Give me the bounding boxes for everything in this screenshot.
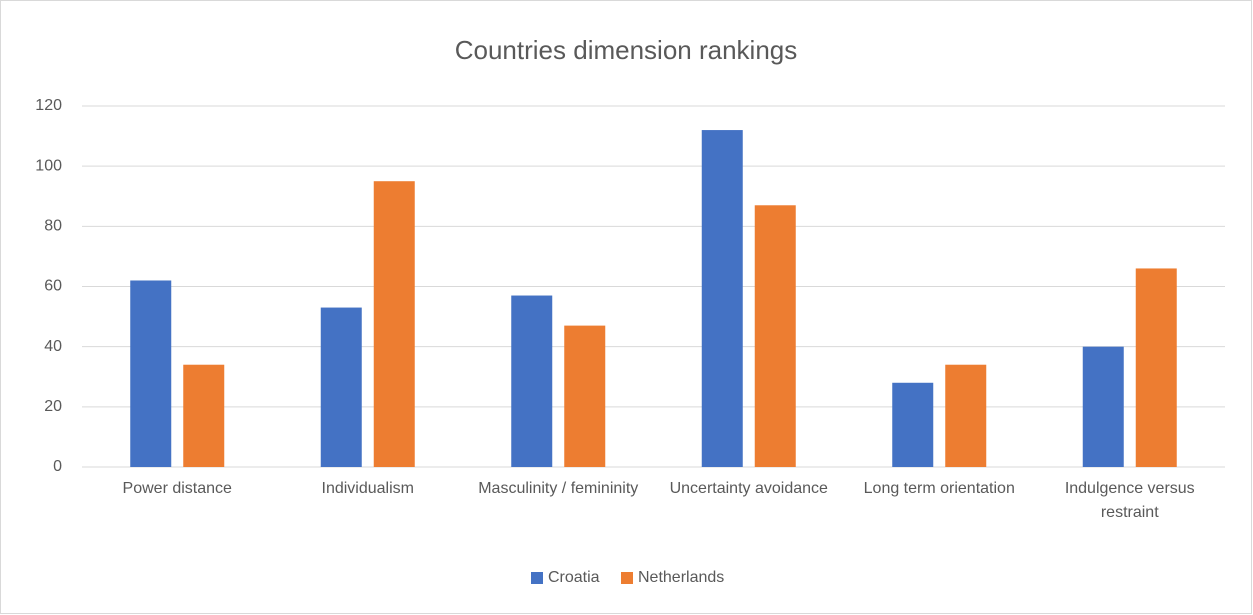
bar	[564, 325, 606, 467]
x-tick-label: Power distance	[122, 480, 232, 497]
bar	[373, 181, 415, 468]
legend-swatch	[531, 572, 543, 584]
y-tick-label: 0	[53, 458, 62, 475]
y-tick-label: 80	[44, 218, 62, 235]
bar	[892, 382, 934, 467]
y-tick-label: 120	[35, 97, 62, 114]
y-tick-label: 20	[44, 398, 62, 415]
bar	[754, 205, 796, 467]
x-tick-label-box: Power distance	[122, 480, 232, 497]
x-tick-label-box: Uncertainty avoidance	[669, 480, 828, 497]
bar	[701, 130, 743, 468]
x-tick-label-box: Masculinity / femininity	[478, 480, 639, 497]
legend-label: Croatia	[548, 569, 600, 586]
legend-swatch	[621, 572, 633, 584]
bar	[1082, 346, 1124, 467]
x-tick-label: Masculinity / femininity	[478, 480, 639, 497]
y-tick-label: 40	[44, 338, 62, 355]
bar	[320, 307, 362, 467]
y-tick-label: 100	[35, 157, 62, 174]
x-tick-label-box: Indulgence versus restraint	[1064, 480, 1195, 521]
x-tick-label: Uncertainty avoidance	[669, 480, 828, 497]
legend-label: Netherlands	[638, 569, 724, 586]
bar	[945, 364, 987, 467]
x-tick-label-box: Individualism	[321, 480, 414, 497]
x-tick-label: Long term orientation	[863, 480, 1015, 497]
x-tick-label-box: Long term orientation	[863, 480, 1015, 497]
bar	[511, 295, 553, 467]
bar	[130, 280, 172, 467]
x-tick-label: Indulgence versus restraint	[1064, 480, 1195, 521]
chart-title: Countries dimension rankings	[455, 35, 798, 65]
bar	[183, 364, 225, 467]
x-tick-label: Individualism	[321, 480, 414, 497]
y-tick-label: 60	[44, 278, 62, 295]
bar	[1135, 268, 1177, 467]
